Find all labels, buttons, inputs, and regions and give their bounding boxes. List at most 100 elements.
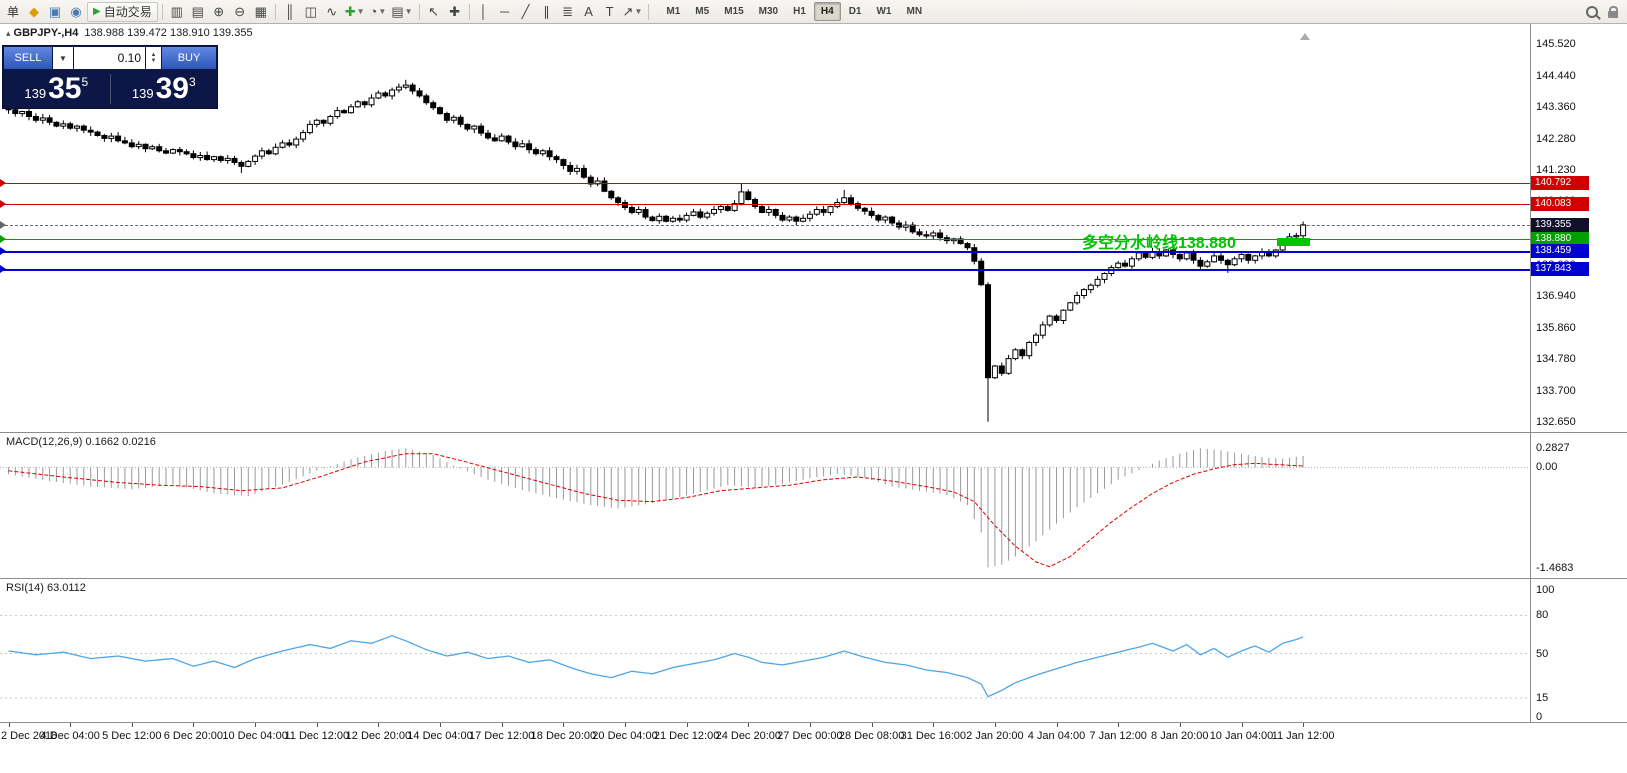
chart-shift-marker[interactable] bbox=[1300, 33, 1310, 40]
vertical-line-tool-icon[interactable]: │ bbox=[479, 4, 488, 19]
pane-separator[interactable] bbox=[0, 578, 1627, 579]
timeframe-m15[interactable]: M15 bbox=[724, 6, 744, 17]
stepper-up-icon[interactable]: ▲ bbox=[150, 52, 157, 58]
timeframe-h4[interactable]: H4 bbox=[813, 2, 841, 21]
text-tool-icon[interactable]: A bbox=[584, 4, 593, 19]
search-icon[interactable] bbox=[1586, 5, 1598, 18]
ohlc-values: 138.988 139.472 138.910 139.355 bbox=[84, 27, 253, 39]
buy-button[interactable]: BUY bbox=[162, 47, 216, 69]
chevron-down-icon: ▼ bbox=[404, 7, 413, 16]
profiles-icon[interactable]: ▣ bbox=[48, 3, 62, 19]
timeframe-mn[interactable]: MN bbox=[906, 6, 923, 17]
timeframe-w1[interactable]: W1 bbox=[876, 6, 892, 17]
timeframe-group: M1 M5 M15 M30 H1 H4 D1 W1 MN bbox=[659, 2, 929, 21]
rsi-chart-canvas[interactable] bbox=[0, 579, 1530, 722]
time-axis-label: 2 Jan 20:00 bbox=[966, 730, 1024, 742]
volume-stepper[interactable]: ▲ ▼ bbox=[146, 47, 161, 69]
new-order-button[interactable]: 单 bbox=[6, 5, 19, 19]
time-axis-tick bbox=[933, 723, 935, 727]
symbol-period-label: GBPJPY-,H4 bbox=[13, 27, 79, 39]
time-axis-tick bbox=[563, 723, 565, 727]
time-axis-tick bbox=[378, 723, 380, 727]
time-axis[interactable]: 2 Dec 2018 4 Dec 04:00 5 Dec 12:00 6 Dec 20… bbox=[0, 722, 1627, 753]
tile-windows-icon[interactable]: ▦ bbox=[254, 3, 267, 19]
time-axis-label: 27 Dec 00:00 bbox=[777, 730, 843, 742]
ask-pipette: 3 bbox=[188, 75, 196, 89]
macd-axis-label: 0.2827 bbox=[1536, 442, 1570, 454]
zoom-in-icon[interactable]: ⊕ bbox=[213, 3, 225, 19]
price-axis-label: 133.700 bbox=[1536, 384, 1576, 397]
macd-chart-canvas[interactable] bbox=[0, 433, 1530, 578]
bid-price[interactable]: 139 35 5 bbox=[3, 70, 110, 108]
label-tool-icon[interactable]: T bbox=[605, 4, 614, 19]
candlestick-chart-icon[interactable]: ◫ bbox=[304, 3, 317, 19]
time-axis-label: 21 Dec 12:00 bbox=[653, 730, 720, 742]
horizontal-line-137.843[interactable] bbox=[0, 269, 1530, 272]
horizontal-line-138.880[interactable] bbox=[0, 238, 1530, 240]
crosshair-icon[interactable]: ✚ bbox=[449, 3, 460, 19]
price-axis-label: 144.440 bbox=[1536, 69, 1576, 82]
price-chart-canvas[interactable] bbox=[0, 24, 1530, 432]
time-axis-tick bbox=[1241, 723, 1243, 727]
horizontal-line-138.459[interactable] bbox=[0, 251, 1530, 254]
time-axis-label: 6 Dec 20:00 bbox=[163, 730, 224, 742]
arrows-tool-button[interactable]: ↗ ▼ bbox=[621, 2, 645, 22]
autotrading-button[interactable]: ▶ 自动交易 bbox=[87, 1, 158, 22]
macd-axis-label: 0.00 bbox=[1536, 461, 1558, 474]
chevron-down-icon: ▼ bbox=[378, 7, 387, 16]
navigator-icon[interactable]: ▤ bbox=[191, 3, 204, 19]
lock-icon[interactable] bbox=[1608, 5, 1618, 18]
channel-tool-icon[interactable]: ∥ bbox=[543, 3, 550, 19]
time-axis-label: 7 Jan 12:00 bbox=[1089, 730, 1147, 742]
horizontal-line-140.792[interactable] bbox=[0, 182, 1530, 184]
trendline-tool-icon[interactable]: ╱ bbox=[521, 3, 530, 19]
time-axis-tick bbox=[8, 723, 10, 727]
add-indicator-button[interactable]: ✚ ▼ bbox=[343, 2, 367, 22]
rsi-axis-label: 80 bbox=[1536, 609, 1549, 622]
horizontal-line-139.355[interactable] bbox=[0, 224, 1530, 226]
timeframe-h1[interactable]: H1 bbox=[793, 6, 806, 17]
periods-button[interactable]: ◔ ▼ bbox=[368, 2, 389, 22]
time-axis-tick bbox=[70, 723, 72, 727]
timeframe-m30[interactable]: M30 bbox=[758, 6, 779, 17]
time-axis-label: 10 Dec 04:00 bbox=[222, 730, 288, 742]
timeframe-d1[interactable]: D1 bbox=[848, 6, 862, 17]
horizontal-line-tool-icon[interactable]: ─ bbox=[499, 4, 510, 19]
order-type-dropdown[interactable]: ▼ bbox=[53, 47, 73, 69]
timeframe-m5[interactable]: M5 bbox=[695, 6, 710, 17]
line-chart-icon[interactable]: ∿ bbox=[326, 3, 338, 19]
fibonacci-tool-icon[interactable]: ≣ bbox=[562, 3, 573, 19]
time-axis-tick bbox=[625, 723, 626, 727]
line-left-marker bbox=[0, 220, 6, 229]
sell-button[interactable]: SELL bbox=[4, 47, 52, 69]
cursor-icon[interactable]: ↖ bbox=[428, 3, 439, 19]
price-tag-140.792: 140.792 bbox=[1531, 175, 1589, 190]
ask-big-digits: 39 bbox=[155, 72, 189, 105]
templates-button[interactable]: ▤ ▼ bbox=[389, 2, 414, 22]
ask-prefix: 139 bbox=[131, 85, 154, 101]
time-axis-tick bbox=[1179, 723, 1181, 727]
collapse-icon[interactable]: ▴ bbox=[6, 28, 11, 38]
toolbar-separator bbox=[418, 3, 420, 20]
time-axis-label: 5 Dec 12:00 bbox=[102, 730, 162, 742]
periods-icon: ◔ bbox=[369, 4, 378, 19]
horizontal-line-140.083[interactable] bbox=[0, 203, 1530, 205]
timeframe-m1[interactable]: M1 bbox=[666, 6, 681, 17]
mq-logo-icon[interactable]: ◆ bbox=[29, 3, 39, 19]
price-axis-label: 135.860 bbox=[1536, 321, 1576, 334]
time-axis-label: 12 Dec 20:00 bbox=[345, 730, 412, 742]
ask-price[interactable]: 139 39 3 bbox=[111, 70, 218, 108]
data-window-icon[interactable]: ◉ bbox=[70, 3, 82, 19]
volume-input[interactable]: 0.10 bbox=[74, 47, 145, 69]
line-left-marker bbox=[0, 178, 6, 187]
zoom-out-icon[interactable]: ⊖ bbox=[234, 3, 246, 19]
bid-prefix: 139 bbox=[24, 85, 47, 101]
chart-area: ▴ GBPJPY-,H4 138.988 139.472 138.910 139.3… bbox=[0, 24, 1627, 773]
time-axis-label: 2 Dec 2018 bbox=[1, 730, 58, 742]
new-chart-icon[interactable]: ▥ bbox=[170, 3, 183, 19]
time-axis-label: 11 Dec 12:00 bbox=[284, 730, 350, 742]
pane-separator[interactable] bbox=[0, 432, 1627, 433]
stepper-down-icon[interactable]: ▼ bbox=[150, 58, 157, 64]
time-axis-label: 20 Dec 04:00 bbox=[592, 730, 658, 742]
bar-chart-icon[interactable]: ║ bbox=[285, 4, 295, 19]
